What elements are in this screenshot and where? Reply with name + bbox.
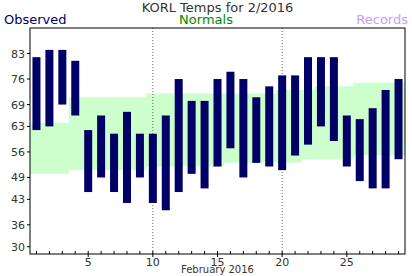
x-tick-label: 25 <box>340 256 354 269</box>
x-tick-label: 20 <box>275 256 289 269</box>
temp-bar <box>201 101 209 188</box>
x-minor-tick <box>230 251 231 254</box>
x-minor-tick <box>243 251 244 254</box>
temp-bar <box>162 115 170 210</box>
temp-bar <box>71 61 79 116</box>
x-minor-tick <box>295 251 296 254</box>
x-minor-tick <box>152 251 153 254</box>
x-minor-tick <box>75 251 76 254</box>
temp-bar <box>110 134 118 192</box>
x-minor-tick <box>88 251 89 254</box>
y-tick <box>27 224 30 225</box>
temp-bar <box>214 79 222 166</box>
temp-bar <box>291 75 299 155</box>
x-minor-tick <box>114 251 115 254</box>
y-tick <box>27 53 30 54</box>
x-tick-label: 5 <box>85 256 92 269</box>
temp-bar <box>330 57 338 141</box>
x-minor-tick <box>62 251 63 254</box>
chart-root: 303643495663697683510152025February 2016… <box>0 0 412 276</box>
y-tick <box>27 151 30 152</box>
temp-bar <box>369 108 377 188</box>
temp-bar <box>395 79 403 159</box>
y-tick <box>27 104 30 105</box>
x-minor-tick <box>398 251 399 254</box>
x-tick-label: 10 <box>146 256 160 269</box>
temp-bar <box>149 134 157 203</box>
temp-bar <box>123 112 131 203</box>
x-minor-tick <box>139 251 140 254</box>
temp-bar <box>226 72 234 149</box>
y-tick-label: 49 <box>11 171 25 184</box>
temp-bar <box>136 134 144 178</box>
temp-bar <box>382 90 390 188</box>
temp-bar <box>188 101 196 174</box>
y-tick-label: 76 <box>11 73 25 86</box>
temp-bar <box>304 57 312 144</box>
x-minor-tick <box>217 251 218 254</box>
temp-bar <box>58 50 66 105</box>
x-minor-tick <box>372 251 373 254</box>
y-tick-label: 56 <box>11 146 25 159</box>
temp-bar <box>356 119 364 181</box>
legend-entry: Observed <box>4 12 67 27</box>
x-minor-tick <box>256 251 257 254</box>
temp-bar <box>175 79 183 192</box>
x-minor-tick <box>165 251 166 254</box>
temp-bar <box>317 57 325 126</box>
x-minor-tick <box>333 251 334 254</box>
legend-entry: Records <box>356 12 408 27</box>
x-minor-tick <box>49 251 50 254</box>
temp-bar <box>343 115 351 166</box>
y-tick-label: 83 <box>11 48 25 61</box>
x-minor-tick <box>126 251 127 254</box>
x-minor-tick <box>36 251 37 254</box>
plot-frame <box>30 28 405 254</box>
x-minor-tick <box>308 251 309 254</box>
temp-bar <box>265 86 273 166</box>
x-minor-tick <box>320 251 321 254</box>
x-minor-tick <box>178 251 179 254</box>
x-minor-tick <box>346 251 347 254</box>
chart: 303643495663697683510152025February 2016… <box>0 0 412 276</box>
y-tick <box>27 199 30 200</box>
temp-bar <box>252 97 260 163</box>
temp-bar <box>278 75 286 170</box>
temp-bar <box>97 115 105 177</box>
x-minor-tick <box>359 251 360 254</box>
temp-bar <box>32 57 40 130</box>
y-tick <box>27 246 30 247</box>
temp-bar <box>84 130 92 192</box>
x-minor-tick <box>282 251 283 254</box>
y-tick-label: 36 <box>11 219 25 232</box>
x-minor-tick <box>269 251 270 254</box>
y-tick-label: 63 <box>11 120 25 133</box>
y-tick-label: 43 <box>11 193 25 206</box>
x-minor-tick <box>101 251 102 254</box>
x-minor-tick <box>191 251 192 254</box>
x-axis-label: February 2016 <box>181 264 254 275</box>
y-tick-label: 69 <box>11 99 25 112</box>
temp-bar <box>45 50 53 127</box>
temp-bar <box>239 79 247 177</box>
legend-entry: Normals <box>179 12 233 27</box>
y-tick <box>27 79 30 80</box>
x-minor-tick <box>204 251 205 254</box>
y-tick-label: 30 <box>11 241 25 254</box>
y-tick <box>27 126 30 127</box>
bars <box>32 50 402 210</box>
y-tick <box>27 177 30 178</box>
x-minor-tick <box>385 251 386 254</box>
